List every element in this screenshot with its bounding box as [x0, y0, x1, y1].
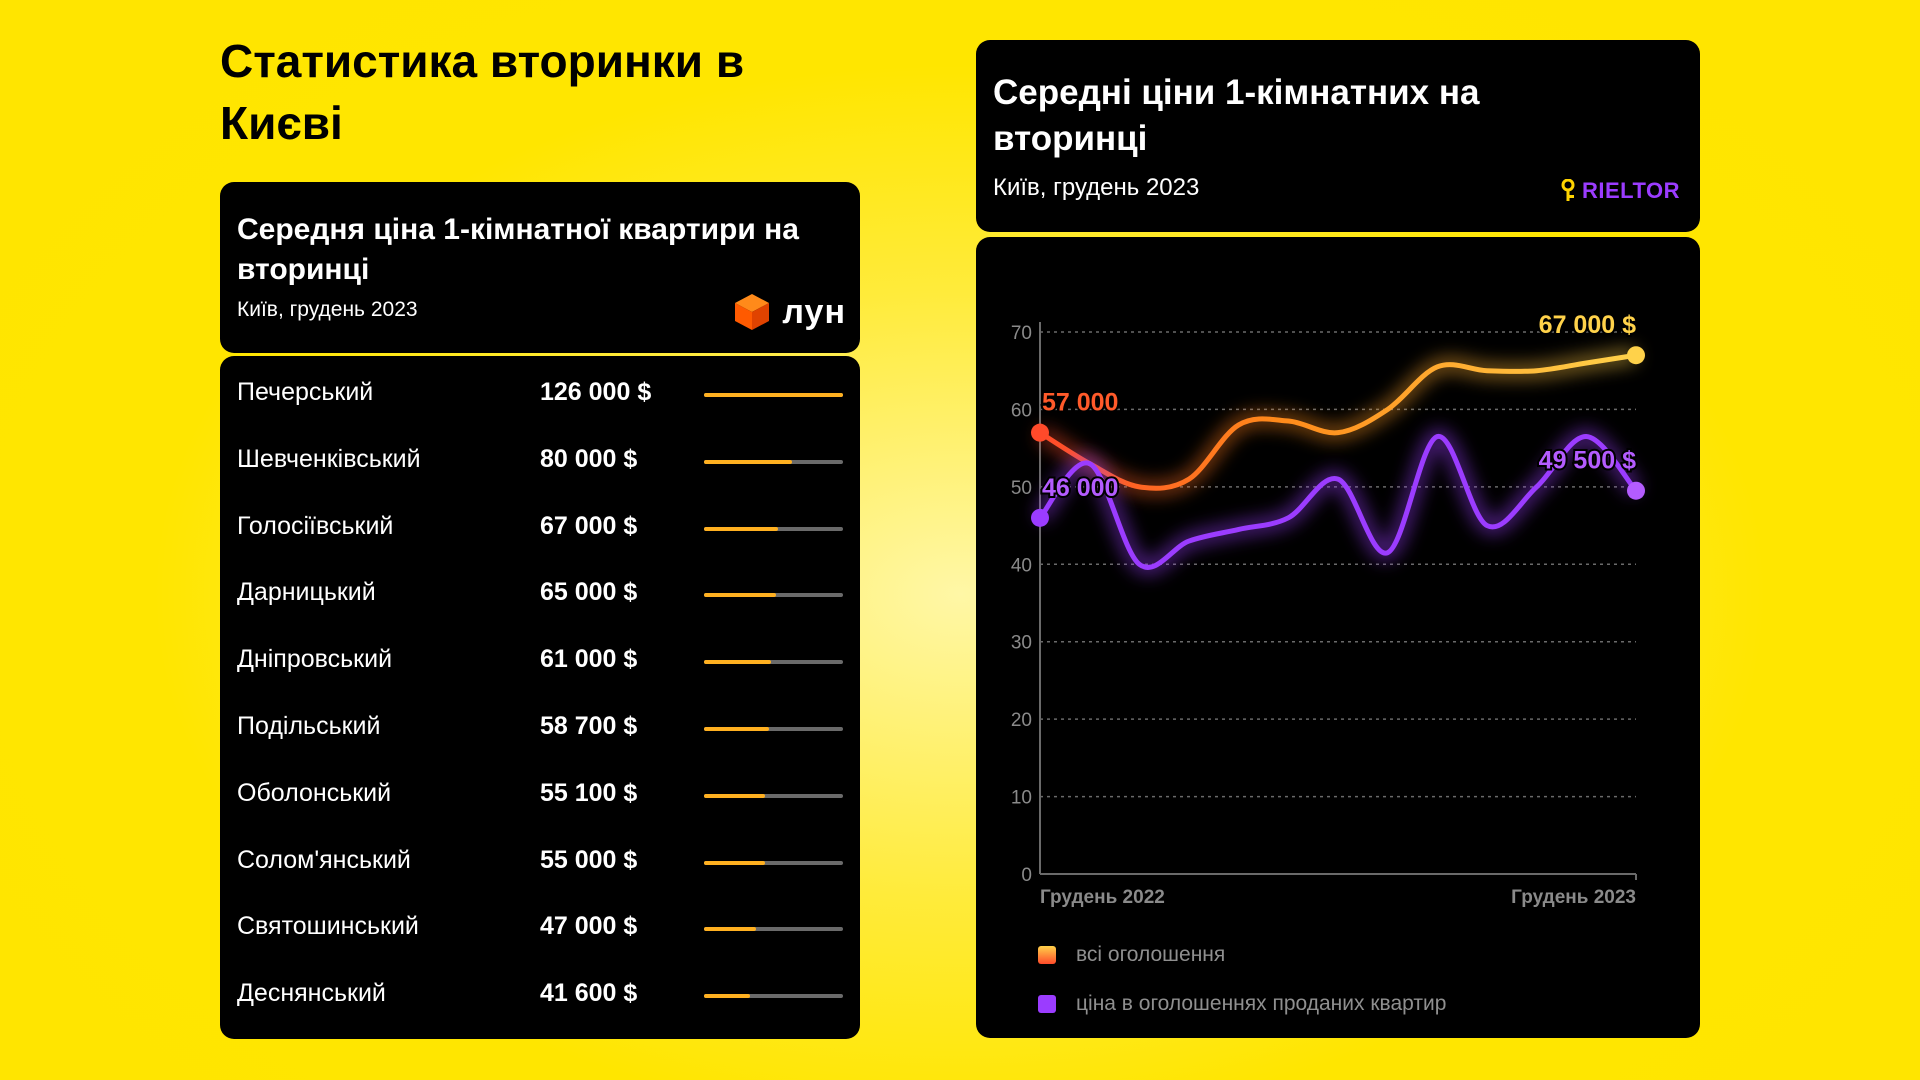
series-start-point: [1031, 423, 1049, 442]
series-end-label: 67 000 $: [1539, 311, 1636, 339]
right-card-subtitle: Київ, грудень 2023: [993, 174, 1200, 201]
left-card-title: Середня ціна 1-кімнатної квартири на вто…: [237, 213, 799, 286]
legend-item-all: всі оголошення: [1038, 943, 1225, 967]
left-card-body: Печерський 126 000 $ Шевченківський 80 000 …: [220, 356, 860, 1039]
y-tick-label: 20: [1011, 710, 1032, 731]
price-bar-track: [704, 793, 843, 798]
district-row: Печерський 126 000 $: [220, 362, 860, 429]
right-card-header: Середні ціни 1-кімнатних на вторинці Киї…: [976, 40, 1700, 232]
series-start-label: 46 000: [1042, 474, 1118, 502]
legend-label-all: всі оголошення: [1076, 943, 1226, 966]
left-card-subtitle: Київ, грудень 2023: [237, 298, 418, 321]
right-card-body: 0 10 20 30 40 50 60 70 Грудень 2022 Грудень 2023 5…: [976, 237, 1700, 1038]
price-bar-fill: [704, 593, 776, 598]
price-bar-fill: [704, 727, 769, 731]
y-tick-label: 40: [1011, 555, 1032, 576]
district-row: Подільський 58 700 $: [220, 696, 860, 763]
district-price: 67 000 $: [540, 511, 638, 540]
left-card-header: Середня ціна 1-кімнатної квартири на вто…: [220, 182, 860, 353]
district-name: Солом'янський: [237, 845, 411, 874]
series-start-label: 57 000: [1042, 389, 1118, 417]
district-name: Подільський: [237, 712, 381, 740]
legend-label-sold: ціна в оголошеннях проданих квартир: [1076, 992, 1447, 1015]
x-tick-label-start: Грудень 2022: [1040, 887, 1165, 908]
legend-item-sold: ціна в оголошеннях проданих квартир: [1038, 992, 1446, 1016]
district-price: 61 000 $: [540, 645, 638, 674]
lun-logo: лун: [732, 292, 846, 332]
district-price: 80 000 $: [540, 444, 638, 473]
y-tick-label: 10: [1011, 788, 1032, 809]
price-bar-track: [704, 927, 843, 932]
price-bar-fill: [704, 793, 765, 798]
district-row: Деснянський 41 600 $: [220, 963, 860, 1030]
legend-swatch-orange: [1038, 946, 1056, 964]
y-tick-label: 30: [1011, 633, 1032, 654]
district-price: 58 700 $: [540, 712, 638, 740]
legend-swatch-purple: [1038, 995, 1056, 1013]
district-row: Дніпровський 61 000 $: [220, 629, 860, 696]
line-chart: 0 10 20 30 40 50 60 70 Грудень 2022 Грудень 2023 5…: [1011, 309, 1645, 908]
district-row: Голосіївський 67 000 $: [220, 496, 860, 563]
district-price: 126 000 $: [540, 378, 652, 406]
price-bar-fill: [704, 660, 772, 665]
rieltor-logo-text: RIELTOR: [1581, 178, 1680, 203]
district-price: 55 000 $: [540, 845, 638, 874]
district-name: Печерський: [237, 378, 374, 406]
price-bar-fill: [704, 994, 750, 999]
rieltor-logo: RIELTOR: [1560, 178, 1680, 204]
district-row: Оболонський 55 100 $: [220, 763, 860, 830]
series-end-point: [1627, 481, 1645, 500]
lun-logo-text: лун: [782, 292, 846, 331]
price-bar-fill: [704, 393, 843, 397]
series-end-point: [1627, 346, 1645, 365]
price-bar-fill: [704, 526, 778, 531]
price-bar-track: [704, 860, 843, 865]
district-row: Солом'янський 55 000 $: [220, 830, 860, 897]
district-price: 55 100 $: [540, 778, 638, 807]
district-name: Святошинський: [237, 912, 419, 941]
series-start-point: [1031, 508, 1049, 527]
price-bar-track: [704, 660, 843, 665]
price-bar-track: [704, 994, 843, 999]
price-bar-track: [704, 526, 843, 531]
district-name: Голосіївський: [237, 511, 394, 540]
series-end-label: 49 500 $: [1539, 447, 1636, 475]
cube-icon: [735, 294, 770, 330]
price-bar-track: [704, 459, 843, 464]
y-tick-label: 70: [1011, 323, 1032, 344]
district-price: 47 000 $: [540, 912, 638, 941]
y-tick-label: 0: [1021, 865, 1032, 886]
district-price: 65 000 $: [540, 578, 638, 607]
district-row: Святошинський 47 000 $: [220, 896, 860, 963]
price-bar-track: [704, 393, 843, 397]
district-name: Деснянський: [237, 979, 386, 1008]
district-name: Дарницький: [237, 578, 376, 607]
page-title: Статистика вторинки в Києві: [220, 35, 745, 149]
price-bar-fill: [704, 927, 756, 932]
price-bar-track: [704, 727, 843, 731]
district-row: Шевченківський 80 000 $: [220, 429, 860, 496]
price-bar-fill: [704, 459, 793, 464]
series-line-sold: [1037, 434, 1639, 570]
district-name: Оболонський: [237, 778, 392, 807]
series-line-all: [1037, 352, 1639, 491]
x-tick-label-end: Грудень 2023: [1511, 887, 1636, 908]
right-card-title: Середні ціни 1-кімнатних на вторинці: [993, 73, 1480, 158]
key-icon: [1561, 179, 1575, 201]
y-tick-label: 50: [1011, 478, 1032, 499]
y-tick-label: 60: [1011, 400, 1032, 421]
price-bar-fill: [704, 860, 765, 865]
district-name: Шевченківський: [237, 444, 421, 473]
district-price: 41 600 $: [540, 979, 638, 1008]
district-name: Дніпровський: [237, 645, 393, 674]
price-bar-track: [704, 593, 843, 598]
district-row: Дарницький 65 000 $: [220, 562, 860, 629]
